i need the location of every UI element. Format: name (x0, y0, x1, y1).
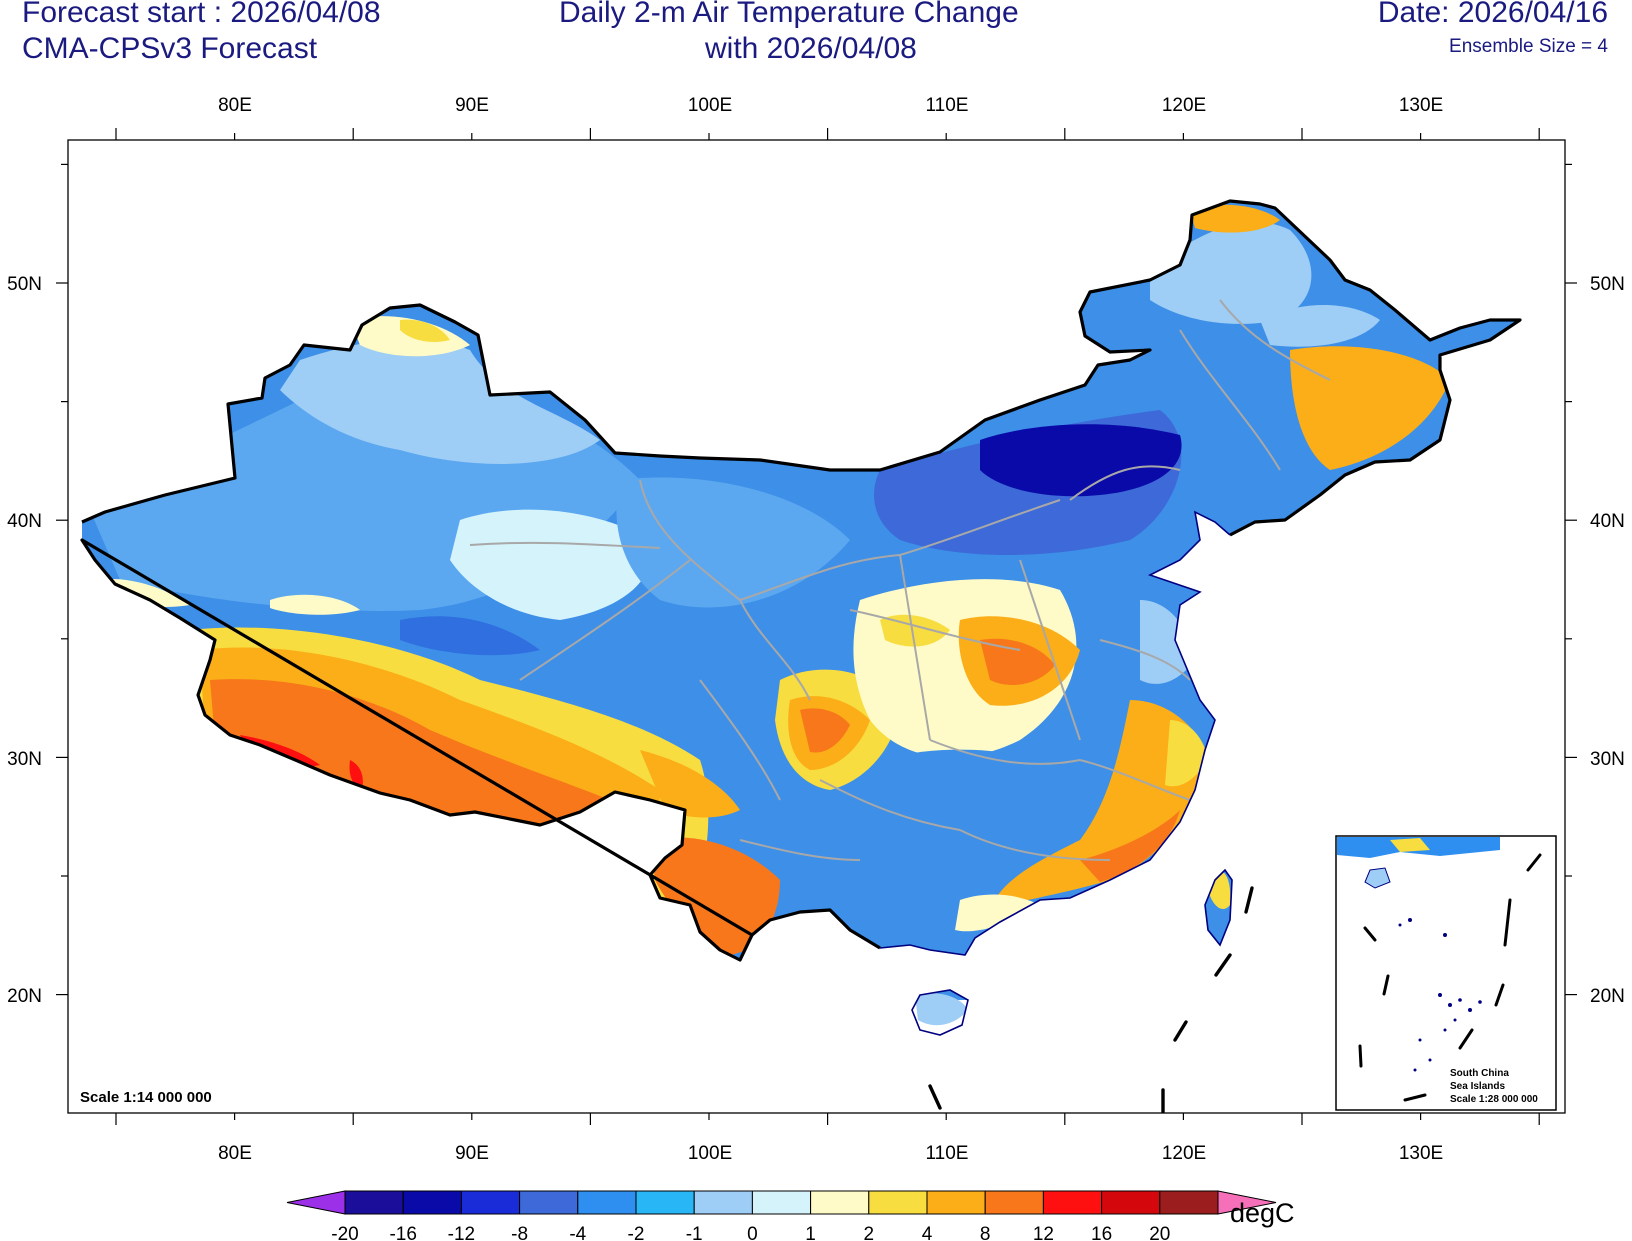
forecast-start-label: Forecast start : 2026/04/08 (22, 0, 381, 29)
colorbar-low-triangle (286, 1190, 346, 1215)
province-boundaries (469, 299, 1331, 861)
colorbar-tick-label: 2 (864, 1224, 875, 1241)
colorbar-tick-label: 20 (1149, 1224, 1170, 1241)
colorbar-box (635, 1190, 695, 1215)
lat-label: 30N (7, 749, 42, 770)
colorbar-box (460, 1190, 521, 1215)
colorbar-box (577, 1190, 637, 1215)
lat-label: 20N (1590, 986, 1625, 1007)
inset-scale-label: Scale 1:28 000 000 (1450, 1094, 1538, 1105)
lon-label: 80E (218, 1143, 252, 1164)
longitude-labels-top: 80E 90E 100E 110E 120E 130E (218, 95, 1443, 116)
national-border (80, 199, 1522, 962)
inset-title-line1: South China (1450, 1068, 1509, 1079)
lon-label: 130E (1399, 95, 1443, 116)
lon-label: 100E (688, 1143, 732, 1164)
lon-label: 110E (926, 1143, 969, 1164)
colorbar-tick-label: 8 (980, 1224, 991, 1241)
inset-title-line2: Sea Islands (1450, 1081, 1505, 1092)
lon-label: 90E (455, 95, 489, 116)
colorbar-box (402, 1190, 462, 1215)
colorbar-tick-label: 12 (1033, 1224, 1054, 1241)
map-frame (67, 139, 1566, 1114)
colorbar-box (1159, 1190, 1219, 1215)
colorbar-tick-label: -16 (389, 1224, 416, 1241)
colorbar-box (926, 1190, 986, 1215)
valid-date-label: Date: 2026/04/16 (1377, 0, 1608, 29)
map-title-line1: Daily 2-m Air Temperature Change (559, 0, 1019, 29)
colorbar-tick-label: 0 (747, 1224, 758, 1241)
longitude-labels-bottom: 80E 90E 100E 110E 120E 130E (218, 1143, 1443, 1164)
colorbar-tick-label: -1 (686, 1224, 703, 1241)
colorbar-high-triangle (1217, 1190, 1277, 1215)
temperature-field (82, 201, 1520, 1026)
latitude-labels-right: 50N 40N 30N 20N (1590, 274, 1625, 1007)
colorbar-tick-label: 4 (922, 1224, 933, 1241)
lat-label: 20N (7, 986, 42, 1007)
colorbar-tick-label: -20 (331, 1224, 358, 1241)
lon-label: 90E (455, 1143, 489, 1164)
lat-label: 50N (7, 274, 42, 295)
colorbar: -20 -16 -12 -8 -4 -2 -1 0 1 2 4 8 12 16 20 (286, 1190, 1277, 1241)
latitude-labels-left: 50N 40N 30N 20N (7, 274, 42, 1007)
lat-label: 30N (1590, 749, 1625, 770)
lon-label: 110E (926, 95, 969, 116)
colorbar-box (984, 1190, 1044, 1215)
colorbar-box (519, 1190, 579, 1215)
colorbar-box (868, 1190, 928, 1215)
maritime-boundary-dashes (928, 886, 1254, 1113)
lat-label: 50N (1590, 274, 1625, 295)
axis-ticks (56, 128, 1577, 1125)
colorbar-tick-label: -2 (628, 1224, 645, 1241)
lon-label: 120E (1162, 95, 1206, 116)
model-label: CMA-CPSv3 Forecast (22, 32, 318, 65)
colorbar-box (344, 1190, 404, 1215)
lon-label: 120E (1162, 1143, 1206, 1164)
colorbar-unit-label: degC (1230, 1198, 1295, 1228)
lon-label: 100E (688, 95, 732, 116)
colorbar-tick-label: 1 (805, 1224, 816, 1241)
lat-label: 40N (1590, 511, 1625, 532)
coastline (879, 510, 1233, 1036)
lat-label: 40N (7, 511, 42, 532)
colorbar-box (751, 1190, 812, 1215)
colorbar-tick-label: -4 (569, 1224, 586, 1241)
colorbar-box (1042, 1190, 1103, 1215)
map-title-line2: with 2026/04/08 (705, 32, 917, 65)
colorbar-tick-label: -8 (511, 1224, 528, 1241)
lon-label: 130E (1399, 1143, 1443, 1164)
colorbar-box (810, 1190, 870, 1215)
lon-label: 80E (218, 95, 252, 116)
ensemble-size-label: Ensemble Size = 4 (1449, 36, 1608, 57)
south-china-sea-inset: South China Sea Islands Scale 1:28 000 0… (1335, 835, 1557, 1111)
colorbar-tick-label: -12 (448, 1224, 475, 1241)
colorbar-box (693, 1190, 753, 1215)
map-scale-label: Scale 1:14 000 000 (80, 1089, 212, 1106)
colorbar-tick-label: 16 (1091, 1224, 1112, 1241)
colorbar-box (1101, 1190, 1161, 1215)
